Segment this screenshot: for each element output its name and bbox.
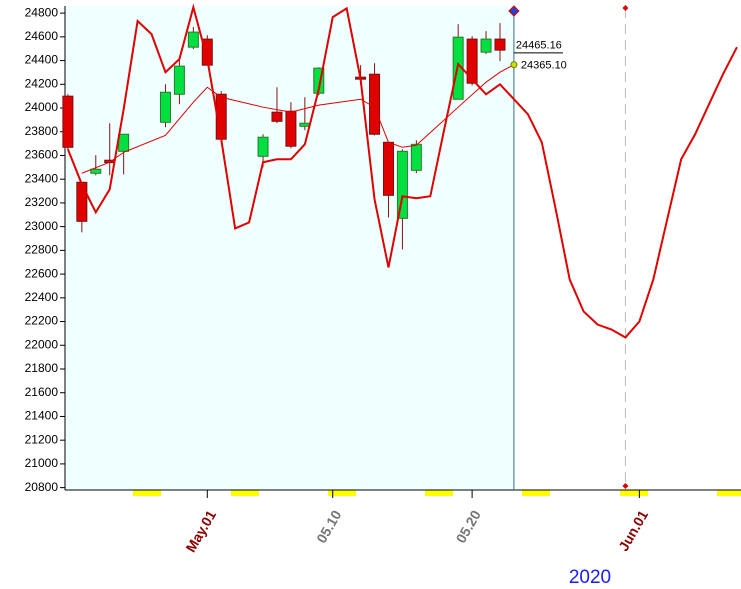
candle-body bbox=[299, 122, 311, 127]
y-tick-label: 22200 bbox=[25, 314, 59, 328]
price-label: 24465.16 bbox=[516, 40, 562, 52]
y-tick-label: 24200 bbox=[25, 76, 59, 90]
y-tick-label: 21600 bbox=[25, 385, 59, 399]
candle-body bbox=[159, 91, 171, 123]
y-tick-label: 24600 bbox=[25, 29, 59, 43]
year-label: 2020 bbox=[569, 567, 611, 588]
candle-body bbox=[173, 65, 185, 95]
candle-body bbox=[494, 38, 506, 51]
y-tick-label: 24400 bbox=[25, 53, 59, 67]
x-tick-label: 05.20 bbox=[453, 507, 484, 546]
candle-body bbox=[90, 168, 102, 174]
y-tick-label: 23400 bbox=[25, 171, 59, 185]
y-tick-label: 22400 bbox=[25, 290, 59, 304]
candle-body bbox=[118, 133, 130, 152]
y-tick-label: 24800 bbox=[25, 5, 59, 19]
price-label: 24365.10 bbox=[521, 60, 567, 72]
y-tick-label: 22000 bbox=[25, 337, 59, 351]
forecast-line bbox=[66, 3, 738, 339]
x-tick-label: May.01 bbox=[182, 507, 219, 555]
y-tick-label: 23600 bbox=[25, 148, 59, 162]
candle-body bbox=[201, 38, 213, 66]
history-background bbox=[65, 6, 514, 490]
y-tick-label: 23200 bbox=[25, 195, 59, 209]
y-tick-label: 22600 bbox=[25, 266, 59, 280]
y-tick-label: 21200 bbox=[25, 432, 59, 446]
candle-body bbox=[285, 110, 297, 147]
price-dot bbox=[510, 61, 518, 69]
candle-body bbox=[62, 95, 74, 148]
candle-body bbox=[466, 38, 478, 84]
candle-body bbox=[410, 143, 422, 171]
y-tick-label: 23000 bbox=[25, 219, 59, 233]
x-tick-label: 05.10 bbox=[313, 507, 344, 546]
candle-body bbox=[396, 150, 408, 219]
candle-body bbox=[76, 181, 88, 222]
y-tick-label: 21000 bbox=[25, 456, 59, 470]
moving-average-line bbox=[81, 64, 515, 174]
y-tick-label: 21800 bbox=[25, 361, 59, 375]
y-tick-label: 22800 bbox=[25, 243, 59, 257]
x-tick-label: Jun.01 bbox=[615, 507, 651, 554]
y-tick-label: 24000 bbox=[25, 100, 59, 114]
y-tick-label: 23800 bbox=[25, 124, 59, 138]
candle-body bbox=[369, 73, 381, 135]
forecast-marker bbox=[622, 483, 629, 489]
y-tick-label: 20800 bbox=[25, 480, 59, 494]
candle-body bbox=[187, 31, 199, 48]
candle-body bbox=[480, 38, 492, 53]
y-tick-label: 21400 bbox=[25, 409, 59, 423]
weekend-markers bbox=[133, 490, 741, 496]
candle-body bbox=[257, 136, 269, 157]
candle-body bbox=[271, 111, 283, 122]
forecast-marker bbox=[622, 5, 629, 11]
candle-body bbox=[382, 141, 394, 196]
today-marker bbox=[508, 5, 520, 17]
